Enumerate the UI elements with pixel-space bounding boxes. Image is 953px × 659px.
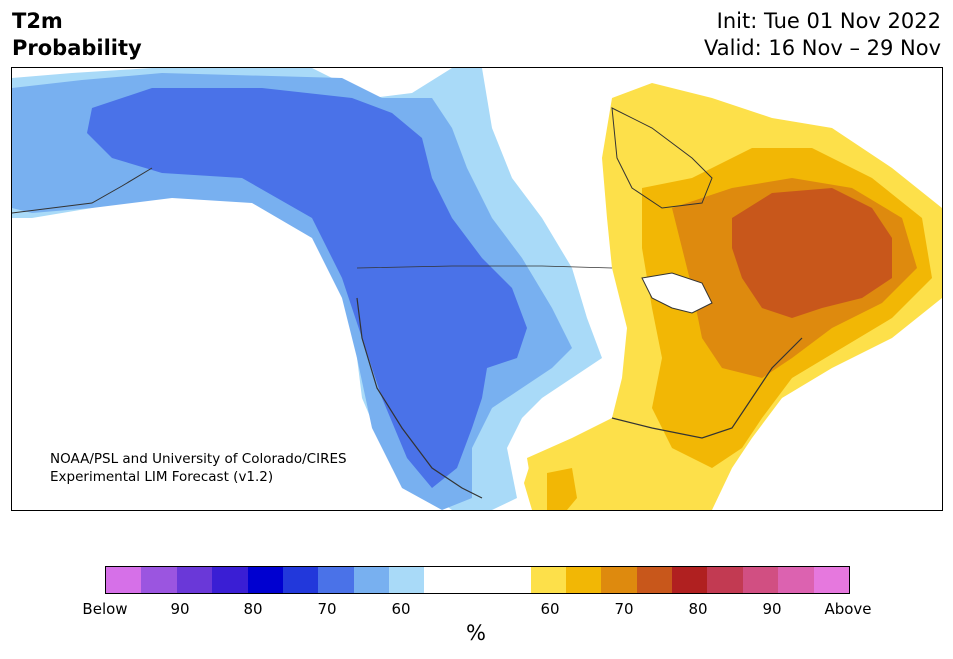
colorbar-tick-label: 60: [391, 600, 411, 618]
valid-range: Valid: 16 Nov – 29 Nov: [704, 36, 941, 60]
colorbar-tick-label: 70: [317, 600, 337, 618]
colorbar-segment: [424, 567, 460, 593]
colorbar-segment: [778, 567, 814, 593]
colorbar-segment: [247, 567, 283, 593]
blue-core-region: [87, 88, 527, 488]
colorbar-segment: [742, 567, 779, 593]
colorbar-segment: [212, 567, 248, 593]
title-line-2: Probability: [12, 36, 142, 60]
colorbar-tick-label: Below: [82, 600, 128, 618]
colorbar-segment: [106, 567, 142, 593]
colorbar-segment: [707, 567, 743, 593]
credit-line-1: NOAA/PSL and University of Colorado/CIRE…: [50, 451, 347, 467]
colorbar-tick-label: 90: [170, 600, 190, 618]
colorbar-segment: [459, 567, 496, 593]
colorbar-tick-label: Above: [824, 600, 872, 618]
colorbar-segment: [495, 567, 531, 593]
coastline-east: [611, 337, 803, 439]
map-title: T2m Probability: [12, 8, 142, 62]
colorbar-tick-label: 90: [762, 600, 782, 618]
colorbar-segment: [530, 567, 566, 593]
colorbar-tick-label: 80: [243, 600, 263, 618]
colorbar-segment: [813, 567, 849, 593]
init-date: Init: Tue 01 Nov 2022: [716, 9, 941, 33]
credit-line-2: Experimental LIM Forecast (v1.2): [50, 469, 273, 485]
alaska-coast: [12, 167, 153, 214]
colorbar-tick-label: 60: [540, 600, 560, 618]
colorbar-segment: [565, 567, 602, 593]
north-america-map: NOAA/PSL and University of Colorado/CIRE…: [12, 68, 942, 510]
great-lakes: [641, 272, 713, 314]
coastline-west: [356, 297, 483, 499]
colorbar: [105, 566, 850, 594]
us-canada-border: [356, 265, 613, 269]
colorbar-segment: [282, 567, 319, 593]
colorbar-segment: [141, 567, 177, 593]
colorbar-tick-label: 80: [688, 600, 708, 618]
unit-label: %: [466, 621, 486, 645]
forecast-dates: Init: Tue 01 Nov 2022 Valid: 16 Nov – 29…: [704, 8, 941, 62]
colorbar-tick-label: 70: [614, 600, 634, 618]
texas-gold-region: [547, 468, 577, 510]
colorbar-segment: [176, 567, 213, 593]
colorbar-segment: [389, 567, 425, 593]
colorbar-segment: [601, 567, 637, 593]
probability-map: NOAA/PSL and University of Colorado/CIRE…: [11, 67, 943, 511]
dark-orange-region: [732, 188, 892, 318]
hudson-bay: [611, 107, 713, 209]
colorbar-segment: [353, 567, 389, 593]
colorbar-segment: [318, 567, 354, 593]
colorbar-segment: [672, 567, 708, 593]
colorbar-segment: [636, 567, 672, 593]
title-line-1: T2m: [12, 9, 63, 33]
